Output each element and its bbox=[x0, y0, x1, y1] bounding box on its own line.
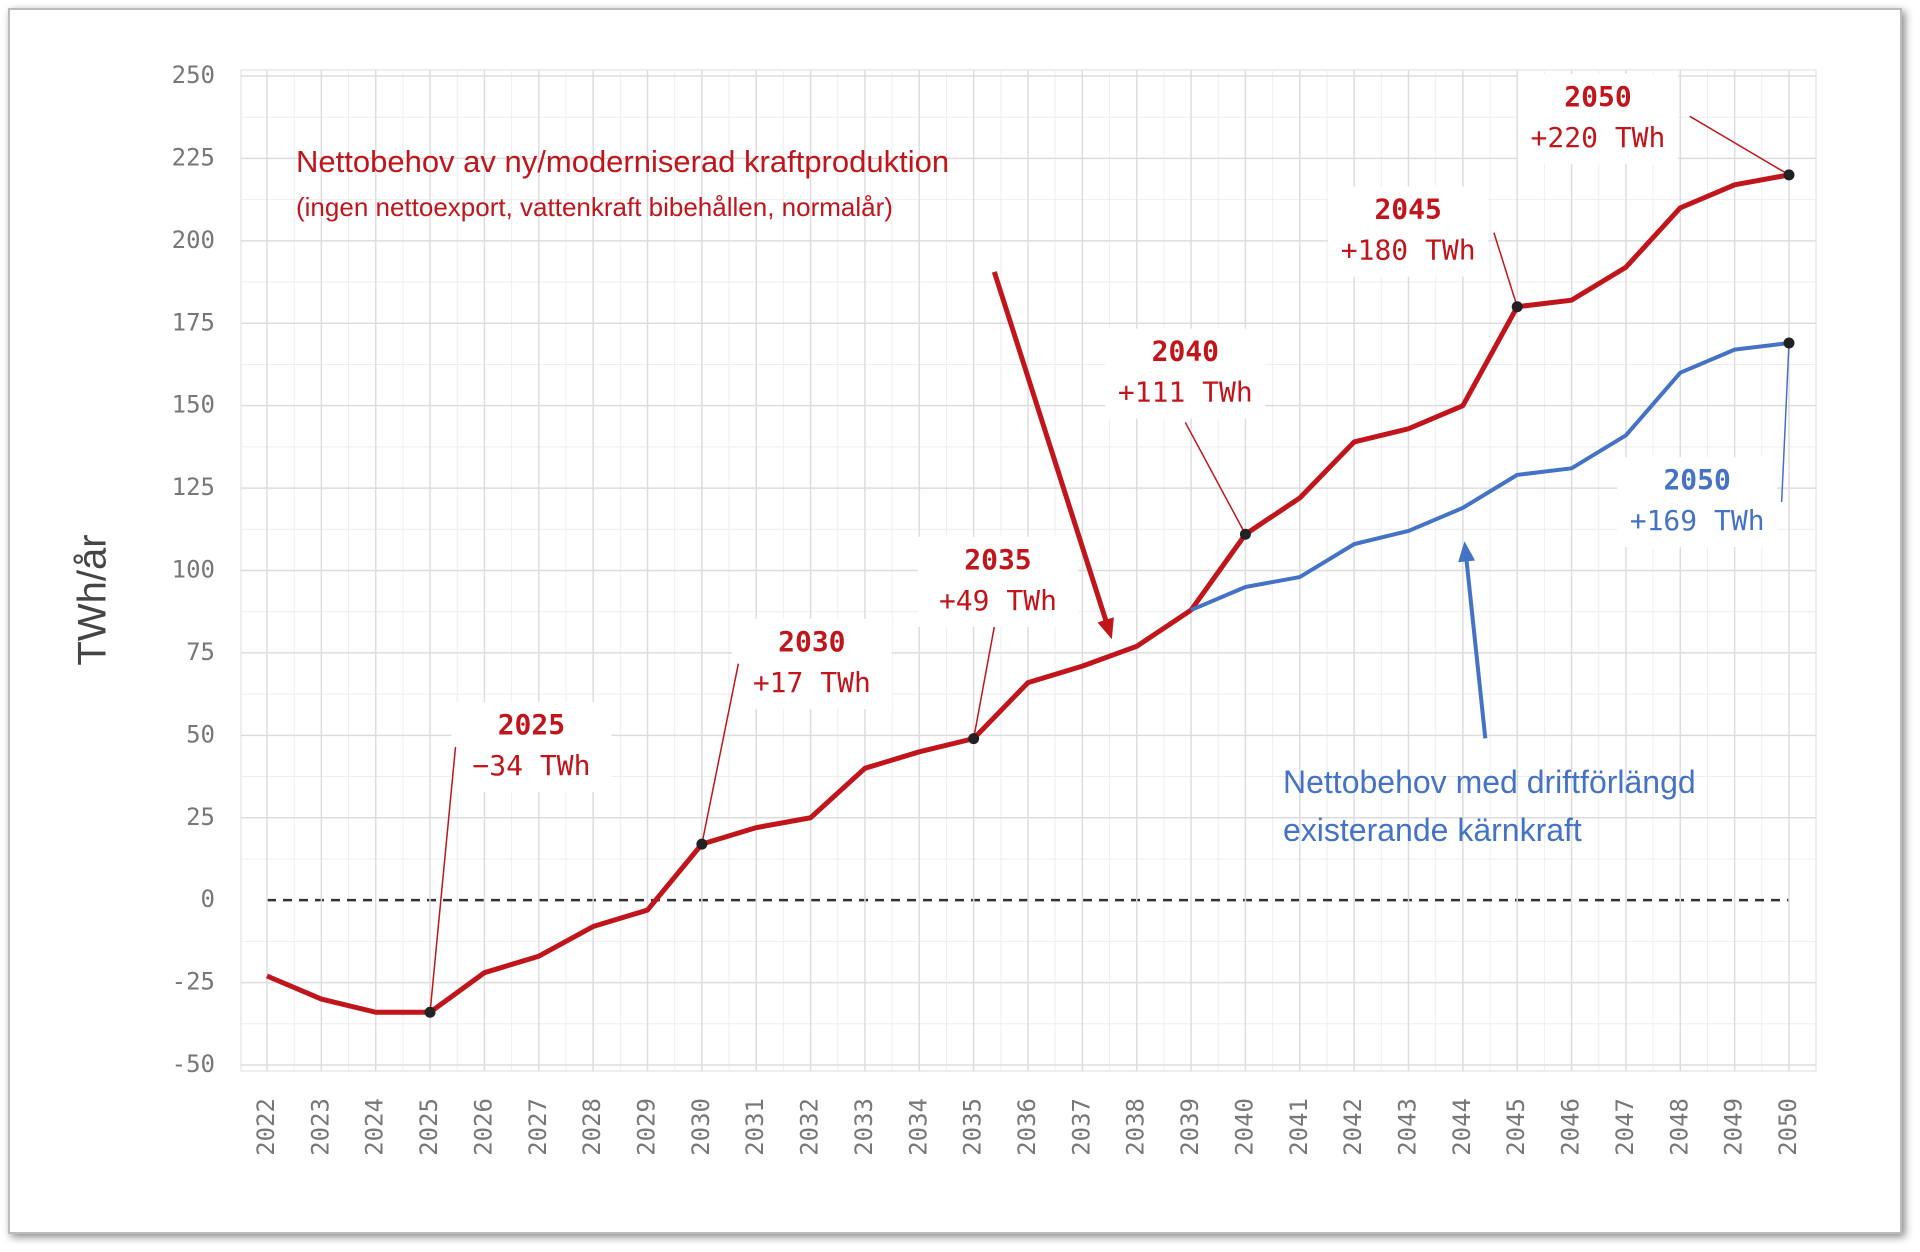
x-tick-label: 2025 bbox=[415, 1098, 443, 1156]
x-tick-label: 2042 bbox=[1339, 1098, 1367, 1156]
x-tick-label: 2047 bbox=[1611, 1098, 1639, 1156]
x-tick-label: 2050 bbox=[1774, 1098, 1802, 1156]
y-tick-label: 200 bbox=[172, 226, 215, 254]
annotation-label: 2050 bbox=[1564, 80, 1631, 113]
y-tick-label: 25 bbox=[186, 803, 215, 831]
annotation-bg bbox=[451, 702, 612, 793]
x-tick-label: 2028 bbox=[578, 1098, 606, 1156]
x-tick-label: 2041 bbox=[1285, 1098, 1313, 1156]
x-tick-label: 2039 bbox=[1176, 1098, 1204, 1156]
annotation-text: −34 TWh bbox=[472, 749, 590, 782]
annotation-pointer bbox=[972, 626, 996, 739]
y-tick-label: 75 bbox=[186, 638, 215, 666]
point-marker bbox=[1783, 337, 1795, 349]
x-tick-label: 2032 bbox=[796, 1098, 824, 1156]
y-tick-label: -25 bbox=[172, 968, 215, 996]
x-tick-label: 2026 bbox=[469, 1098, 497, 1156]
annotation-bg bbox=[731, 618, 892, 709]
y-tick-label: 125 bbox=[172, 473, 215, 501]
annotation-bg bbox=[1328, 186, 1489, 277]
y-axis-label: TWh/år bbox=[71, 534, 115, 665]
annotation-bg bbox=[1105, 328, 1266, 419]
x-tick-label: 2027 bbox=[524, 1098, 552, 1156]
annotation-text: +169 TWh bbox=[1630, 504, 1765, 537]
x-tick-label: 2024 bbox=[361, 1098, 389, 1156]
annotation-pointer bbox=[1184, 422, 1247, 535]
annotation-label: 2035 bbox=[964, 543, 1031, 576]
annotation-text: +220 TWh bbox=[1531, 121, 1666, 154]
x-tick-label: 2043 bbox=[1394, 1098, 1422, 1156]
x-tick-label: 2048 bbox=[1665, 1098, 1693, 1156]
x-tick-label: 2030 bbox=[687, 1098, 715, 1156]
annotation-label: 2025 bbox=[498, 708, 565, 741]
x-tick-label: 2035 bbox=[959, 1098, 987, 1156]
x-tick-label: 2036 bbox=[1013, 1098, 1041, 1156]
point-marker bbox=[1783, 169, 1795, 181]
annotation-pointer bbox=[1780, 342, 1790, 503]
arrow bbox=[991, 271, 1109, 624]
y-tick-label: 150 bbox=[172, 391, 215, 419]
y-tick-label: -50 bbox=[172, 1050, 215, 1078]
annotation-label: 2050 bbox=[1663, 463, 1730, 496]
y-tick-label: 225 bbox=[172, 143, 215, 171]
annotation-pointer bbox=[1493, 232, 1518, 307]
x-tick-label: 2022 bbox=[252, 1098, 280, 1156]
annotation-label: 2040 bbox=[1152, 335, 1219, 368]
series-label: Nettobehov med driftförlängd existerande… bbox=[1283, 764, 1696, 848]
annotation-bg bbox=[1617, 457, 1778, 548]
annotation-text: +180 TWh bbox=[1341, 234, 1476, 267]
y-tick-label: 100 bbox=[172, 556, 215, 584]
x-tick-label: 2049 bbox=[1720, 1098, 1748, 1156]
x-tick-label: 2031 bbox=[741, 1098, 769, 1156]
annotation-pointer bbox=[701, 663, 740, 845]
series-line bbox=[1190, 341, 1790, 612]
annotation-pointer bbox=[429, 746, 457, 1013]
y-tick-label: 50 bbox=[186, 720, 215, 748]
x-tick-label: 2044 bbox=[1448, 1098, 1476, 1156]
point-marker bbox=[424, 1006, 436, 1018]
y-tick-label: 0 bbox=[201, 885, 215, 913]
x-tick-label: 2040 bbox=[1230, 1098, 1258, 1156]
annotation-text: +49 TWh bbox=[939, 584, 1057, 617]
x-tick-label: 2033 bbox=[850, 1098, 878, 1156]
x-tick-label: 2037 bbox=[1067, 1098, 1095, 1156]
series-label: Nettobehov av ny/moderniserad kraftprodu… bbox=[296, 144, 950, 179]
point-marker bbox=[1511, 301, 1523, 313]
point-marker bbox=[696, 838, 708, 850]
point-marker bbox=[968, 733, 980, 745]
annotation-bg bbox=[1517, 73, 1678, 164]
annotation-pointer bbox=[1689, 115, 1790, 176]
x-tick-label: 2046 bbox=[1557, 1098, 1585, 1156]
x-tick-label: 2023 bbox=[306, 1098, 334, 1156]
annotation-text: +17 TWh bbox=[753, 666, 871, 699]
arrow-head bbox=[1458, 541, 1476, 563]
series-line bbox=[266, 172, 1790, 1015]
y-tick-label: 175 bbox=[172, 308, 215, 336]
series-note: (ingen nettoexport, vattenkraft bibehåll… bbox=[296, 192, 893, 222]
annotation-label: 2045 bbox=[1374, 193, 1441, 226]
x-tick-label: 2045 bbox=[1502, 1098, 1530, 1156]
annotation-label: 2030 bbox=[778, 625, 845, 658]
x-tick-label: 2038 bbox=[1122, 1098, 1150, 1156]
x-tick-label: 2029 bbox=[633, 1098, 661, 1156]
x-tick-label: 2034 bbox=[904, 1098, 932, 1156]
arrow-head bbox=[1097, 617, 1114, 640]
arrow bbox=[1464, 558, 1488, 739]
point-marker bbox=[1239, 528, 1251, 540]
annotation-text: +111 TWh bbox=[1118, 376, 1253, 409]
annotation-bg bbox=[917, 536, 1078, 627]
y-tick-label: 250 bbox=[172, 61, 215, 89]
